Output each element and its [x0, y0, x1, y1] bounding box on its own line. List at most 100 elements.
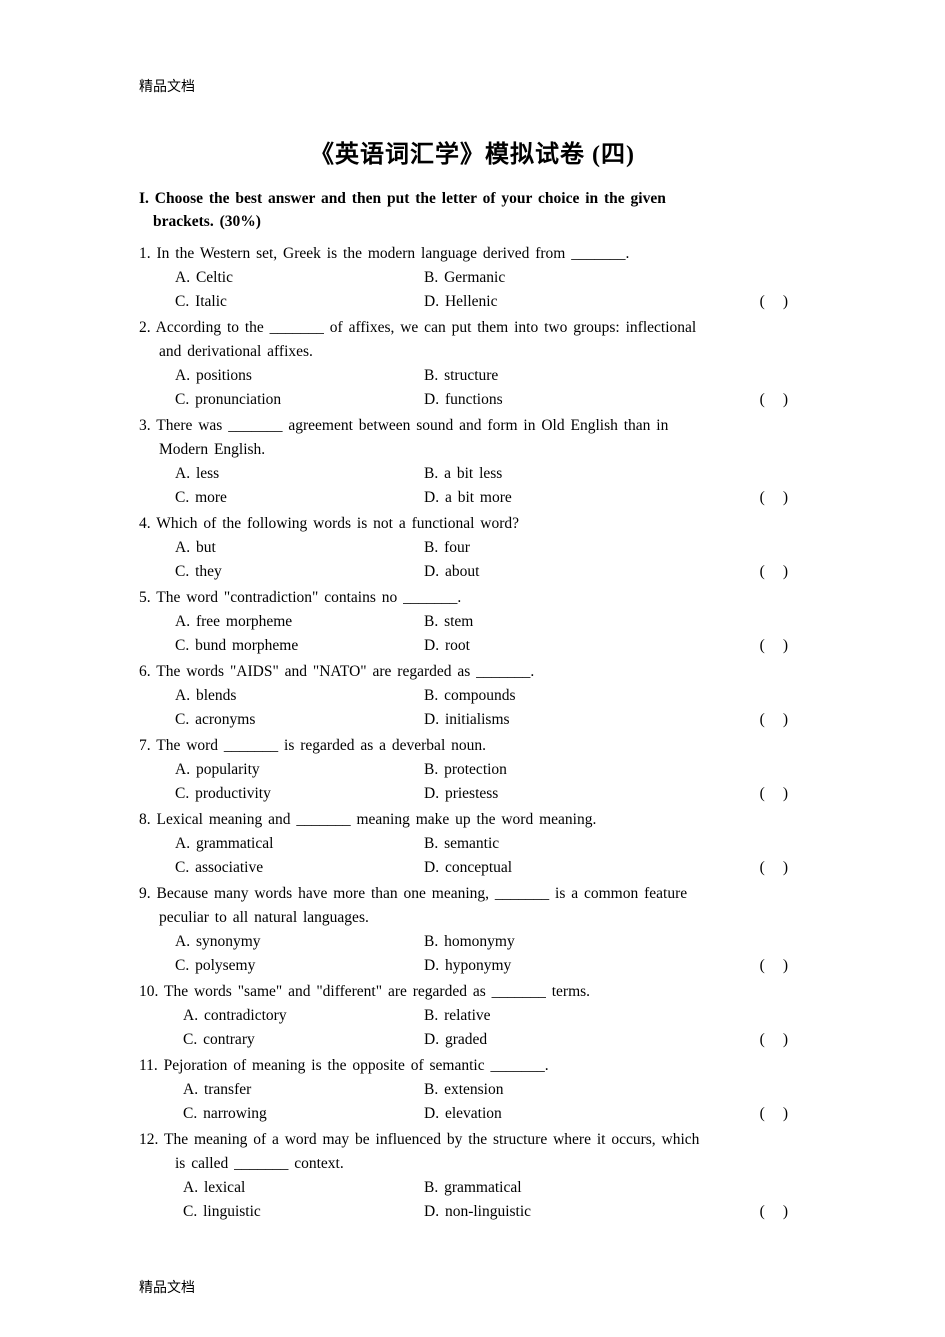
- option-b: B. extension: [424, 1078, 806, 1102]
- options-row-cd: C. polysemy D. hyponymy (): [139, 954, 806, 978]
- option-a: A. contradictory: [139, 1004, 424, 1028]
- question-text: 5. The word "contradiction" contains no …: [139, 586, 806, 610]
- question-text-cont: peculiar to all natural languages.: [139, 906, 806, 930]
- answer-bracket[interactable]: (): [760, 1200, 806, 1224]
- answer-bracket[interactable]: (): [760, 1028, 806, 1052]
- options-row-ab: A. Celtic B. Germanic: [139, 266, 806, 290]
- answer-bracket[interactable]: (): [760, 708, 806, 732]
- option-c: C. productivity: [139, 782, 424, 806]
- section-header: I. Choose the best answer and then put t…: [139, 187, 806, 234]
- question-text: 11. Pejoration of meaning is the opposit…: [139, 1054, 806, 1078]
- question-11: 11. Pejoration of meaning is the opposit…: [139, 1054, 806, 1126]
- question-text: 8. Lexical meaning and _______ meaning m…: [139, 808, 806, 832]
- options-row-ab: A. blends B. compounds: [139, 684, 806, 708]
- option-b: B. semantic: [424, 832, 806, 856]
- options-row-cd: C. Italic D. Hellenic (): [139, 290, 806, 314]
- option-d: D. non-linguistic: [424, 1200, 806, 1224]
- question-10: 10. The words "same" and "different" are…: [139, 980, 806, 1052]
- question-text: 10. The words "same" and "different" are…: [139, 980, 806, 1004]
- header-label: 精品文档: [139, 76, 806, 96]
- question-1: 1. In the Western set, Greek is the mode…: [139, 242, 806, 314]
- option-a: A. free morpheme: [139, 610, 424, 634]
- option-b: B. Germanic: [424, 266, 806, 290]
- option-c: C. acronyms: [139, 708, 424, 732]
- question-7: 7. The word _______ is regarded as a dev…: [139, 734, 806, 806]
- option-c: C. narrowing: [139, 1102, 424, 1126]
- option-d: D. initialisms: [424, 708, 806, 732]
- answer-bracket[interactable]: (): [760, 1102, 806, 1126]
- question-text: 6. The words "AIDS" and "NATO" are regar…: [139, 660, 806, 684]
- option-d: D. a bit more: [424, 486, 806, 510]
- options-row-cd: C. more D. a bit more (): [139, 486, 806, 510]
- option-a: A. grammatical: [139, 832, 424, 856]
- option-d: D. functions: [424, 388, 806, 412]
- options-row-cd: C. they D. about (): [139, 560, 806, 584]
- option-a: A. blends: [139, 684, 424, 708]
- option-c: C. bund morpheme: [139, 634, 424, 658]
- question-text: 3. There was _______ agreement between s…: [139, 414, 806, 438]
- question-text: 2. According to the _______ of affixes, …: [139, 316, 806, 340]
- question-text: 9. Because many words have more than one…: [139, 882, 806, 906]
- option-a: A. Celtic: [139, 266, 424, 290]
- option-c: C. contrary: [139, 1028, 424, 1052]
- options-row-cd: C. bund morpheme D. root (): [139, 634, 806, 658]
- options-row-ab: A. contradictory B. relative: [139, 1004, 806, 1028]
- options-row-ab: A. but B. four: [139, 536, 806, 560]
- options-row-ab: A. positions B. structure: [139, 364, 806, 388]
- option-d: D. priestess: [424, 782, 806, 806]
- option-b: B. structure: [424, 364, 806, 388]
- options-row-cd: C. associative D. conceptual (): [139, 856, 806, 880]
- option-b: B. a bit less: [424, 462, 806, 486]
- answer-bracket[interactable]: (): [760, 486, 806, 510]
- question-text: 4. Which of the following words is not a…: [139, 512, 806, 536]
- option-c: C. more: [139, 486, 424, 510]
- options-row-ab: A. free morpheme B. stem: [139, 610, 806, 634]
- option-b: B. four: [424, 536, 806, 560]
- options-row-cd: C. contrary D. graded (): [139, 1028, 806, 1052]
- question-8: 8. Lexical meaning and _______ meaning m…: [139, 808, 806, 880]
- question-6: 6. The words "AIDS" and "NATO" are regar…: [139, 660, 806, 732]
- option-c: C. linguistic: [139, 1200, 424, 1224]
- option-a: A. lexical: [139, 1176, 424, 1200]
- question-text-cont: is called _______ context.: [139, 1152, 806, 1176]
- answer-bracket[interactable]: (): [760, 388, 806, 412]
- answer-bracket[interactable]: (): [760, 560, 806, 584]
- answer-bracket[interactable]: (): [760, 782, 806, 806]
- option-b: B. relative: [424, 1004, 806, 1028]
- question-text: 1. In the Western set, Greek is the mode…: [139, 242, 806, 266]
- answer-bracket[interactable]: (): [760, 290, 806, 314]
- option-c: C. pronunciation: [139, 388, 424, 412]
- option-c: C. polysemy: [139, 954, 424, 978]
- options-row-ab: A. popularity B. protection: [139, 758, 806, 782]
- option-b: B. compounds: [424, 684, 806, 708]
- option-c: C. associative: [139, 856, 424, 880]
- options-row-cd: C. narrowing D. elevation (): [139, 1102, 806, 1126]
- options-row-ab: A. transfer B. extension: [139, 1078, 806, 1102]
- option-a: A. transfer: [139, 1078, 424, 1102]
- section-header-line1: I. Choose the best answer and then put t…: [139, 190, 666, 207]
- options-row-cd: C. productivity D. priestess (): [139, 782, 806, 806]
- option-d: D. graded: [424, 1028, 806, 1052]
- option-c: C. Italic: [139, 290, 424, 314]
- question-12: 12. The meaning of a word may be influen…: [139, 1128, 806, 1224]
- options-row-ab: A. less B. a bit less: [139, 462, 806, 486]
- options-row-ab: A. lexical B. grammatical: [139, 1176, 806, 1200]
- option-a: A. less: [139, 462, 424, 486]
- question-text: 7. The word _______ is regarded as a dev…: [139, 734, 806, 758]
- option-b: B. homonymy: [424, 930, 806, 954]
- option-b: B. stem: [424, 610, 806, 634]
- answer-bracket[interactable]: (): [760, 856, 806, 880]
- footer-label: 精品文档: [139, 1277, 195, 1297]
- option-b: B. protection: [424, 758, 806, 782]
- question-9: 9. Because many words have more than one…: [139, 882, 806, 978]
- options-row-ab: A. synonymy B. homonymy: [139, 930, 806, 954]
- question-text: 12. The meaning of a word may be influen…: [139, 1128, 806, 1152]
- option-c: C. they: [139, 560, 424, 584]
- answer-bracket[interactable]: (): [760, 634, 806, 658]
- option-a: A. positions: [139, 364, 424, 388]
- answer-bracket[interactable]: (): [760, 954, 806, 978]
- question-2: 2. According to the _______ of affixes, …: [139, 316, 806, 412]
- option-a: A. synonymy: [139, 930, 424, 954]
- options-row-ab: A. grammatical B. semantic: [139, 832, 806, 856]
- option-d: D. about: [424, 560, 806, 584]
